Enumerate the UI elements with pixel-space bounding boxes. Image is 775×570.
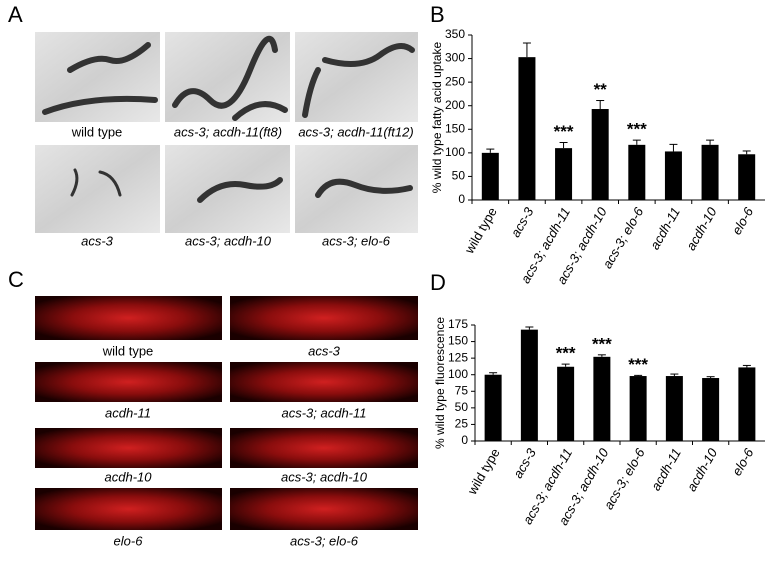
bar [738,154,756,200]
y-tick-label: 75 [455,383,469,397]
bar [702,378,720,441]
y-tick-label: 25 [455,417,469,431]
y-axis-label: % wild type fluorescence [433,317,447,449]
bar [665,376,683,441]
significance: *** [554,122,574,141]
caption: acs-3; elo-6 [322,233,391,248]
significance: *** [592,334,612,353]
panel-letter: C [8,267,24,292]
y-tick-label: 0 [458,192,465,206]
bar [484,374,502,441]
x-tick-label: acdh-10 [684,445,721,494]
y-tick-label: 100 [445,145,465,159]
panel-c-images [35,296,418,530]
x-tick-label: acdh-10 [683,204,720,253]
x-tick-label: acs-3 [510,445,539,481]
y-tick-label: 0 [461,433,468,447]
caption: acs-3; acdh-11(ft12) [298,124,413,139]
bar [664,151,682,200]
y-axis-label: % wild type fatty acid uptake [430,41,444,193]
y-tick-label: 175 [448,317,468,331]
y-tick-label: 200 [445,98,465,112]
panel-a-images [35,32,418,233]
panel-letter: D [430,270,446,295]
significance: *** [627,120,647,139]
y-tick-label: 125 [448,350,468,364]
bar [593,356,611,441]
caption: acdh-10 [105,469,153,484]
bar [629,376,647,441]
significance: *** [628,355,648,374]
caption: acs-3; acdh-10 [185,233,272,248]
bar [518,57,536,201]
significance: ** [594,80,608,99]
significance: *** [556,344,576,363]
y-tick-label: 300 [445,51,465,65]
x-tick-label: elo-6 [729,445,757,478]
caption: acdh-11 [105,405,151,420]
bar [738,367,756,441]
x-tick-label: acdh-11 [648,446,684,493]
bar [628,144,646,200]
x-tick-label: acs-3 [508,204,537,240]
bar [701,144,719,200]
caption: elo-6 [114,533,144,548]
y-tick-label: 50 [452,169,466,183]
x-tick-label: acdh-11 [647,205,683,252]
caption: acs-3; acdh-11 [281,405,366,420]
caption: acs-3; acdh-10 [281,469,368,484]
x-tick-label: wild type [464,446,503,498]
caption: wild type [71,124,123,139]
y-tick-label: 150 [445,121,465,135]
panel-letter: B [430,2,445,27]
x-tick-label: wild type [461,205,500,257]
caption: acs-3; elo-6 [290,533,359,548]
bar [591,109,609,200]
panel-letter: A [8,2,23,27]
y-tick-label: 150 [448,334,468,348]
y-tick-label: 350 [445,27,465,41]
y-tick-label: 100 [448,367,468,381]
caption: acs-3; acdh-11(ft8) [174,124,282,139]
bar [481,152,499,200]
y-tick-label: 250 [445,74,465,88]
y-tick-label: 50 [455,400,469,414]
bar [555,148,573,200]
caption: acs-3 [308,343,341,358]
bar [520,329,538,441]
caption: wild type [102,343,154,358]
x-tick-label: elo-6 [729,204,757,237]
bar [557,366,575,441]
caption: acs-3 [81,233,114,248]
